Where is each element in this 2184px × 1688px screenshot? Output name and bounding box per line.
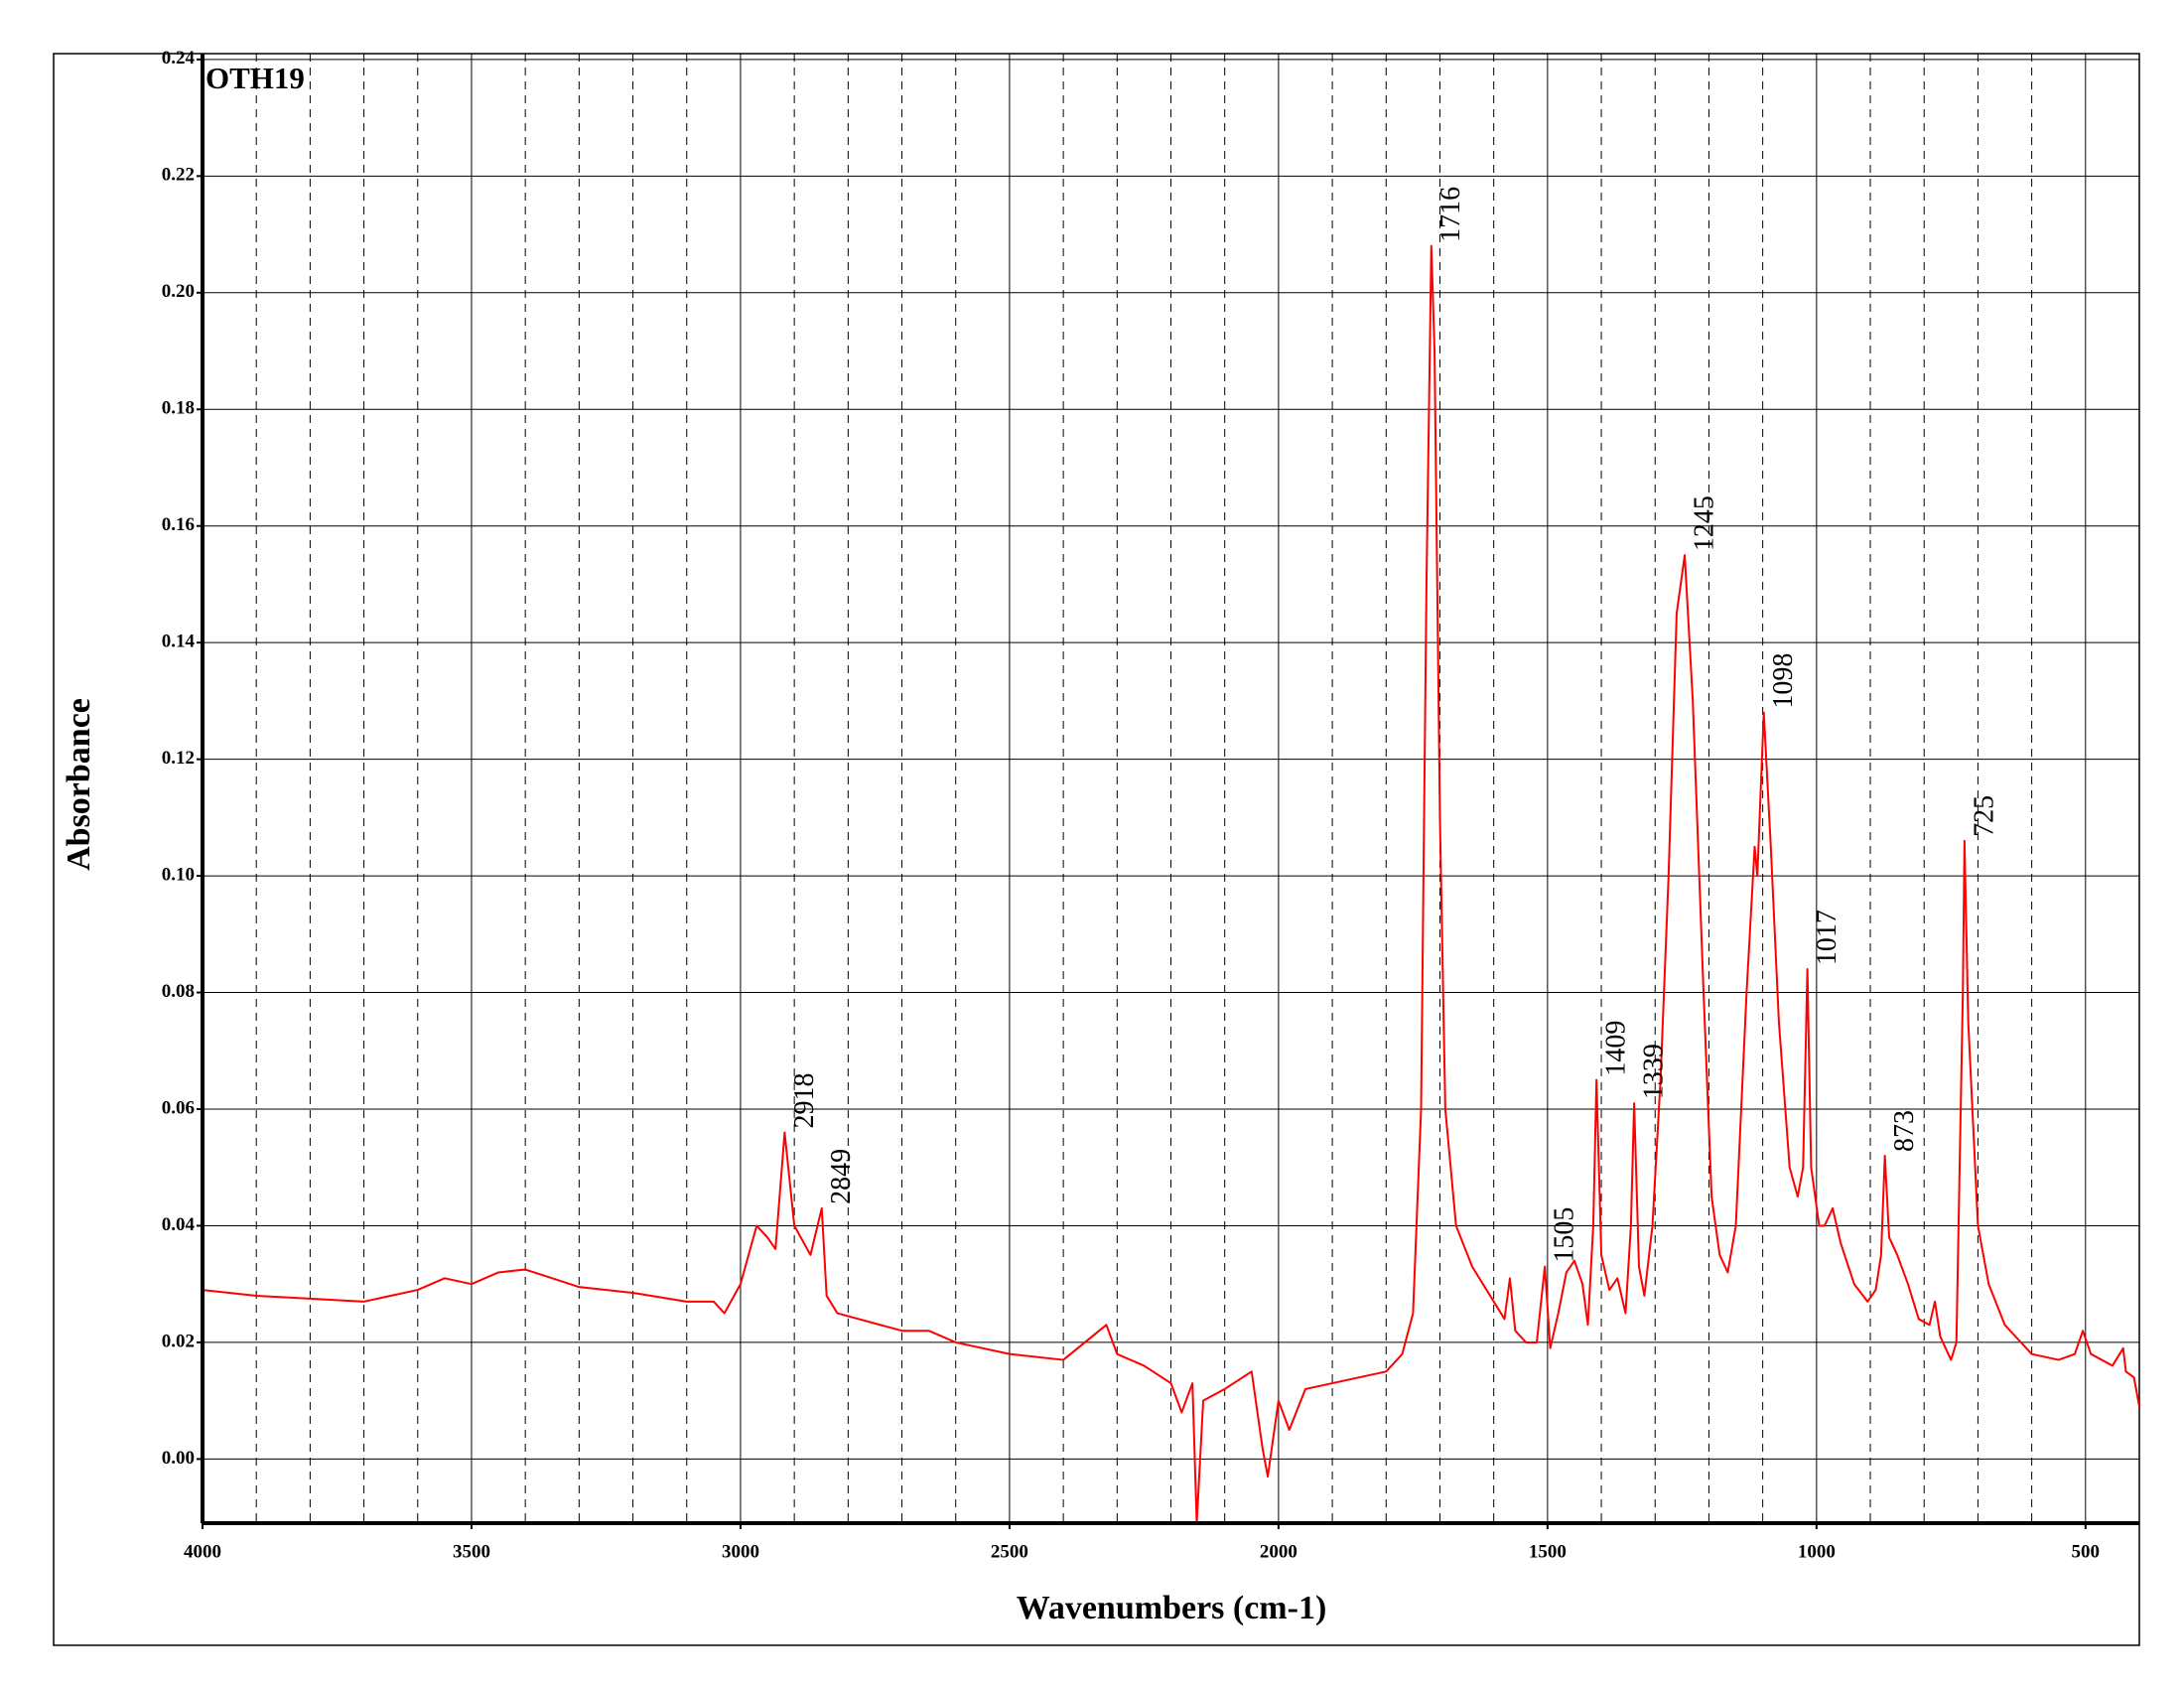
labels: 0.00 0.02 0.04 0.06 0.08 0.10 0.12 0.14 0.16 0.18…: [162, 48, 2100, 1562]
y-tick-label: 0.20: [162, 281, 195, 302]
x-tick-label: 2000: [1260, 1541, 1297, 1562]
spectrum-line: [203, 244, 2139, 1523]
peak-label: 1017: [1812, 910, 1843, 965]
peak-label: 2849: [826, 1149, 857, 1204]
peak-label: 1245: [1689, 495, 1719, 551]
y-tick-label: 0.04: [162, 1214, 196, 1235]
x-tick-label: 500: [2072, 1541, 2101, 1562]
y-tick-label: 0.02: [162, 1331, 195, 1351]
x-axis-title: Wavenumbers (cm-1): [1017, 1590, 1327, 1626]
y-tick-label: 0.16: [162, 514, 195, 535]
y-tick-label: 0.06: [162, 1097, 195, 1118]
y-tick-label: 0.14: [162, 632, 196, 652]
peak-label: 2918: [789, 1073, 820, 1129]
peak-label: 1505: [1550, 1207, 1580, 1263]
peak-label: 1339: [1639, 1044, 1670, 1099]
y-tick-label: 0.10: [162, 864, 195, 885]
y-tick-label: 0.00: [162, 1448, 195, 1469]
peak-label: 873: [1889, 1110, 1920, 1152]
y-tick-label: 0.12: [162, 748, 195, 769]
x-tick-label: 2500: [991, 1541, 1028, 1562]
y-tick-label: 0.22: [162, 165, 195, 186]
grid: [197, 53, 2140, 1529]
y-tick-label: 0.18: [162, 398, 195, 419]
plot-border: [202, 53, 2140, 1524]
y-axis-title: Absorbance: [61, 698, 97, 871]
x-tick-label: 1500: [1529, 1541, 1567, 1562]
peak-label: 1098: [1768, 653, 1799, 709]
x-tick-label: 3500: [453, 1541, 490, 1562]
x-tick-label: 3000: [722, 1541, 759, 1562]
peak-label: 1716: [1435, 187, 1466, 242]
y-tick-label: 0.24: [162, 48, 196, 69]
chart-title: OTH19: [205, 61, 305, 95]
peak-label: 1409: [1601, 1021, 1632, 1076]
plot-area: [203, 244, 2139, 1523]
x-tick-label: 1000: [1798, 1541, 1836, 1562]
y-tick-label: 0.08: [162, 981, 195, 1002]
x-tick-label: 4000: [184, 1541, 221, 1562]
peak-label: 725: [1969, 795, 1999, 837]
